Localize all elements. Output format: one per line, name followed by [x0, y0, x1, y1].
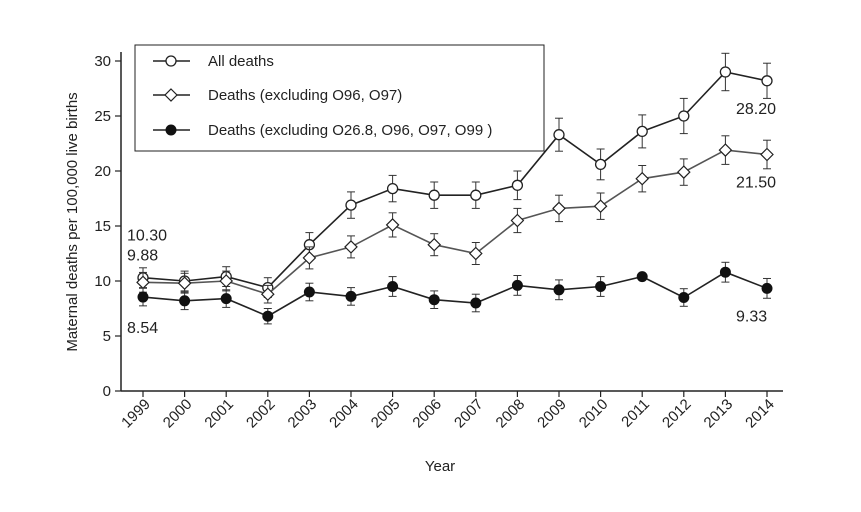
data-point	[387, 281, 399, 292]
legend-item-2: Deaths (excluding O96, O97)	[153, 87, 402, 104]
x-tick-label: 2012	[659, 396, 695, 432]
x-tick-label: 2004	[326, 396, 362, 432]
data-point	[470, 297, 482, 309]
data-point	[595, 281, 607, 292]
data-point	[179, 295, 191, 307]
data-label: 9.33	[736, 308, 767, 325]
data-point	[262, 310, 274, 322]
data-point	[719, 266, 731, 278]
data-point	[511, 279, 523, 291]
data-label: 8.54	[127, 320, 158, 337]
x-tick-label: 2009	[534, 396, 570, 432]
data-label: 21.50	[736, 175, 776, 192]
y-tick-label: 5	[103, 328, 111, 345]
x-tick-label: 2011	[618, 396, 653, 431]
data-point	[302, 251, 317, 265]
y-tick-label: 25	[94, 108, 111, 125]
legend-marker	[164, 88, 178, 102]
series-line	[142, 271, 768, 318]
data-point	[385, 218, 400, 232]
data-point	[345, 290, 357, 302]
legend-item-1: All deaths	[153, 53, 274, 70]
series-2	[136, 135, 774, 304]
series-3	[137, 261, 773, 325]
data-point	[470, 189, 482, 201]
data-point	[428, 294, 440, 306]
y-axis-title: Maternal deaths per 100,000 live births	[64, 92, 81, 351]
data-label: 9.88	[127, 247, 158, 264]
data-point	[636, 271, 648, 283]
data-point	[137, 291, 149, 303]
x-axis-title: Year	[425, 458, 455, 475]
data-point	[219, 274, 234, 288]
data-point	[345, 199, 357, 211]
data-point	[260, 287, 275, 302]
x-tick-label: 2010	[576, 396, 612, 432]
y-tick-label: 10	[94, 273, 111, 290]
data-point	[635, 171, 650, 186]
data-point	[719, 66, 732, 78]
x-tick-label: 2005	[368, 396, 404, 432]
x-tick-label: 2013	[701, 396, 737, 432]
legend-label: Deaths (excluding O26.8, O96, O97, O99 )	[208, 122, 492, 139]
data-label: 10.30	[127, 228, 167, 245]
data-point	[636, 125, 648, 138]
series-line	[142, 71, 768, 289]
data-point	[594, 158, 607, 171]
data-point	[761, 75, 773, 87]
x-tick-label: 1999	[118, 396, 154, 432]
y-tick-label: 15	[94, 218, 111, 235]
data-point	[760, 147, 774, 162]
data-point	[220, 293, 232, 305]
x-tick-label: 2006	[409, 396, 445, 432]
x-ticks: 1999 2000 2001 2002 2003 2004 2005 2006 2007 2008…	[118, 391, 778, 431]
y-ticks: 0 5 10 15 20 25 30	[94, 53, 121, 400]
data-label: 28.20	[736, 101, 776, 118]
x-tick-label: 2001	[201, 396, 237, 432]
data-point	[427, 237, 442, 252]
annotations-layer: 10.30 9.88 8.54 28.20 21.50 9.33	[127, 101, 776, 337]
data-point	[678, 110, 690, 122]
data-point	[177, 276, 192, 291]
data-point	[428, 189, 440, 201]
data-point	[552, 201, 566, 216]
data-point	[761, 282, 773, 294]
data-point	[511, 179, 524, 191]
x-tick-label: 2003	[285, 396, 321, 432]
x-tick-label: 2014	[742, 396, 778, 432]
data-point	[553, 284, 565, 296]
x-tick-label: 2002	[243, 396, 279, 432]
x-tick-label: 2007	[451, 396, 487, 432]
data-point	[678, 292, 690, 303]
data-point	[718, 143, 733, 157]
x-tick-label: 2008	[493, 396, 529, 432]
data-point	[468, 246, 483, 261]
legend-item-3: Deaths (excluding O26.8, O96, O97, O99 )	[153, 122, 492, 139]
data-point	[676, 165, 691, 179]
legend-label: Deaths (excluding O96, O97)	[208, 87, 402, 104]
y-tick-label: 20	[94, 163, 111, 180]
data-point	[303, 286, 315, 298]
legend-marker	[165, 124, 177, 136]
data-point	[510, 213, 525, 228]
series-layer	[136, 52, 774, 325]
data-point	[386, 182, 399, 195]
legend-marker	[165, 55, 177, 67]
series-line	[142, 149, 768, 296]
data-point	[593, 199, 608, 214]
y-tick-label: 0	[103, 383, 111, 400]
legend: All deaths Deaths (excluding O96, O97) Dea…	[134, 44, 545, 152]
data-point	[553, 129, 565, 141]
data-point	[344, 240, 358, 254]
legend-box	[134, 44, 545, 152]
y-tick-label: 30	[94, 53, 111, 70]
legend-label: All deaths	[208, 53, 274, 70]
x-tick-label: 2000	[160, 396, 196, 432]
